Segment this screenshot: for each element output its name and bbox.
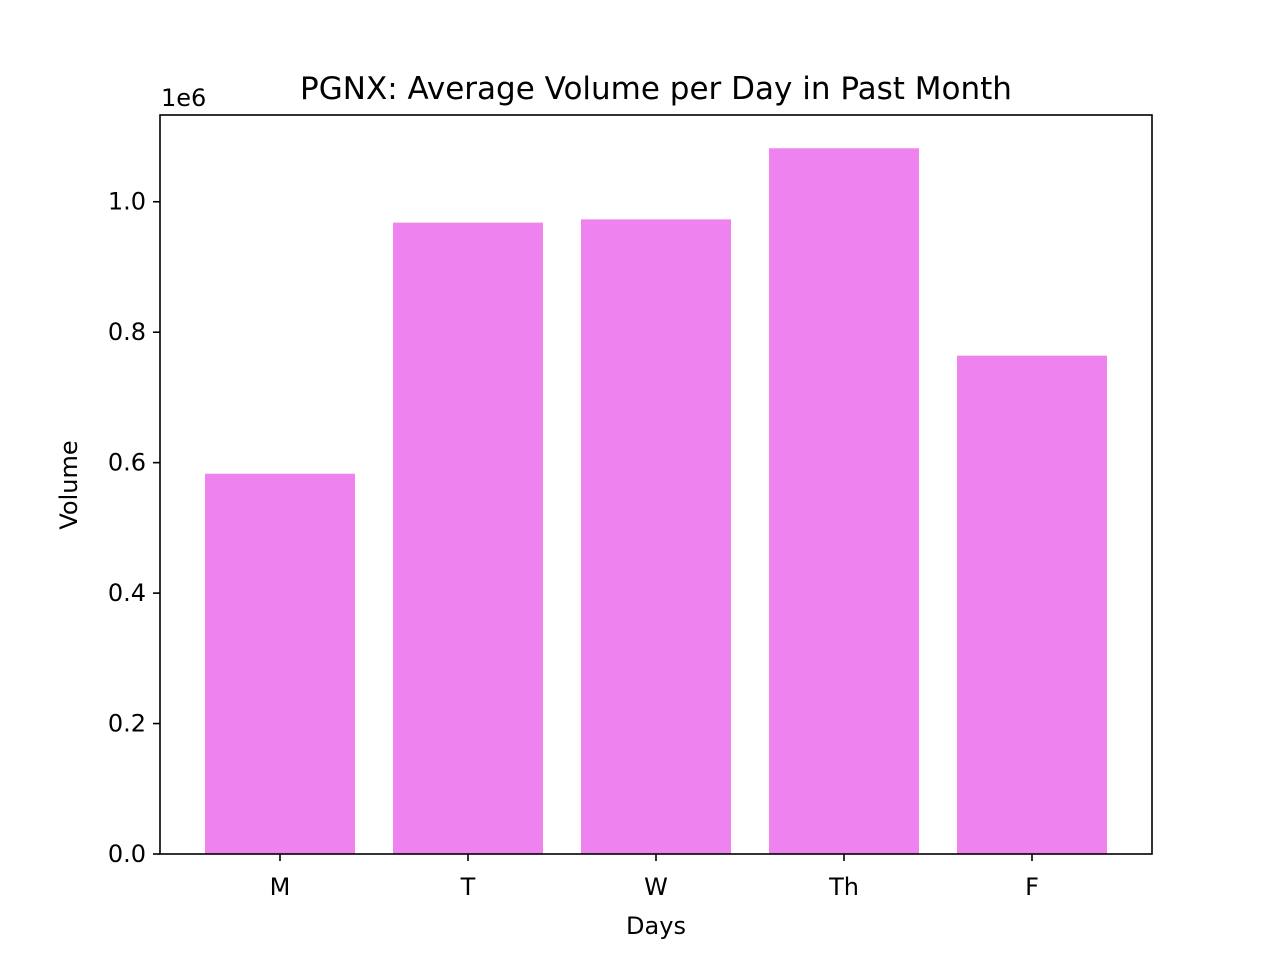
axes-frame <box>159 114 1153 855</box>
y-axis-ticks: 0.0 0.2 0.4 0.6 0.8 1.0 <box>108 188 160 868</box>
x-axis-ticks: M T W Th F <box>270 854 1039 901</box>
x-tick-label: W <box>644 873 668 901</box>
y-tick-label: 1.0 <box>108 188 146 216</box>
x-tick-label: Th <box>828 873 859 901</box>
bar-t <box>393 222 543 855</box>
bar-f <box>957 355 1107 854</box>
bar-th <box>769 148 919 855</box>
x-tick-label: T <box>460 873 476 901</box>
y-axis-offset-label: 1e6 <box>161 84 206 112</box>
y-tick-label: 0.8 <box>108 318 146 346</box>
bar-m <box>205 473 355 854</box>
y-tick-label: 0.4 <box>108 579 146 607</box>
y-tick-label: 0.6 <box>108 449 146 477</box>
bars <box>205 148 1107 855</box>
x-axis-label: Days <box>626 912 686 940</box>
y-tick-label: 0.2 <box>108 710 146 738</box>
y-axis-label: Volume <box>55 440 83 529</box>
x-tick-label: F <box>1025 873 1039 901</box>
x-tick-label: M <box>270 873 291 901</box>
chart-title: PGNX: Average Volume per Day in Past Mon… <box>300 71 1012 107</box>
bar-w <box>581 219 731 854</box>
y-tick-label: 0.0 <box>108 840 146 868</box>
